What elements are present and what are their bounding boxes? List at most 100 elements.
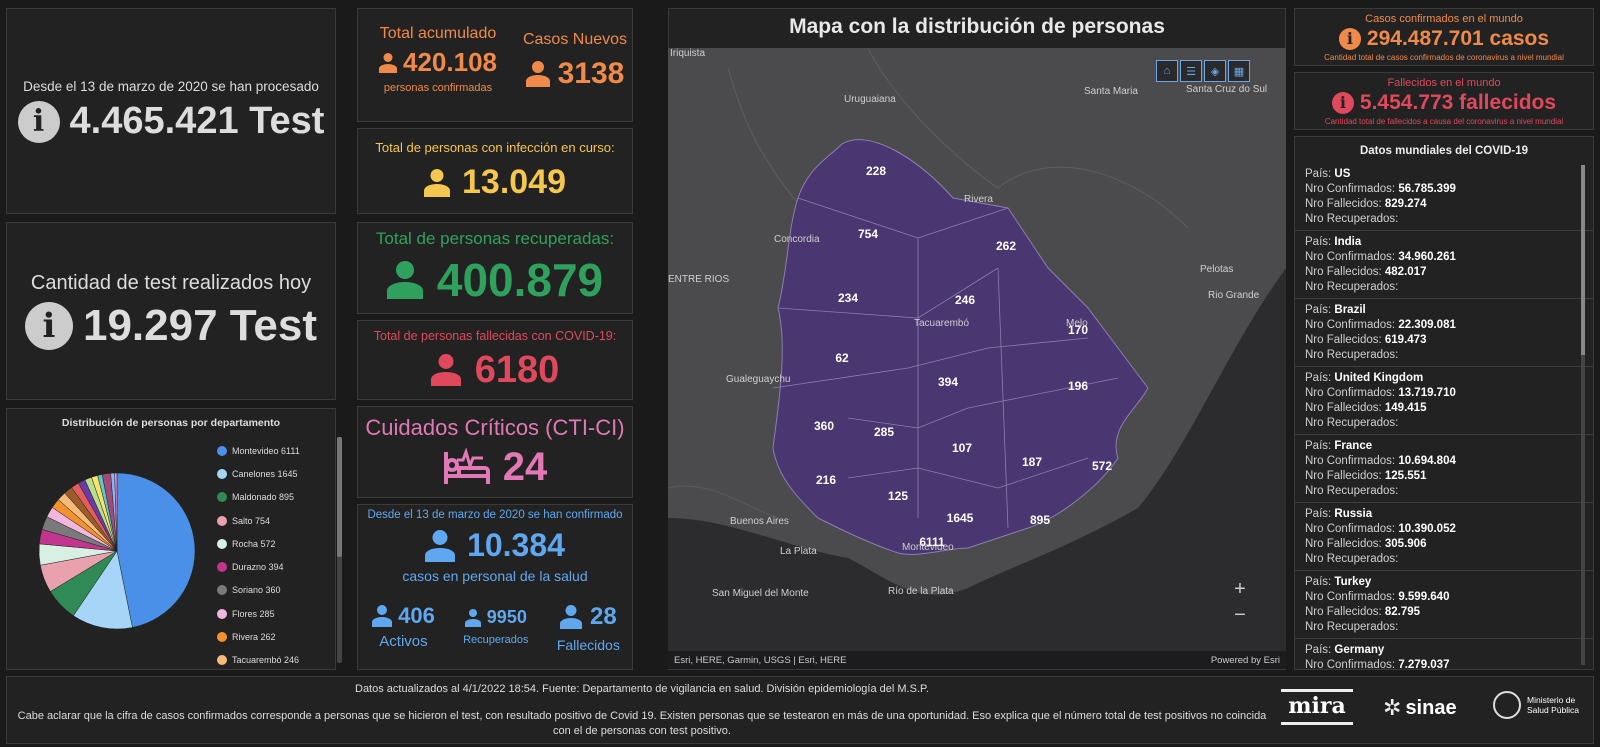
department-count-label[interactable]: 228 <box>865 164 887 178</box>
active-value: 13.049 <box>462 163 566 201</box>
legend-item[interactable]: Tacuarembó 246 <box>217 649 322 672</box>
legend-item[interactable]: Rivera 262 <box>217 625 322 648</box>
info-icon: i <box>17 100 60 143</box>
world-list-panel: Datos mundiales del COVID-19 País: US Nro… <box>1294 136 1594 670</box>
department-count-label[interactable]: 572 <box>1091 459 1113 473</box>
map-place-label: Uruguaiana <box>844 94 896 105</box>
pie-slice-montevideo[interactable] <box>116 472 196 628</box>
world-list-scrollbar[interactable] <box>1581 165 1585 665</box>
legend-swatch <box>217 632 227 643</box>
legend-button[interactable]: ☰ <box>1180 60 1202 82</box>
country-list-item[interactable]: País: Turkey Nro Confirmados: 9.599.640 Nr… <box>1295 571 1593 639</box>
department-count-label[interactable]: 187 <box>1021 455 1043 469</box>
country-list-item[interactable]: País: India Nro Confirmados: 34.960.261 Nr… <box>1295 231 1593 299</box>
legend-item[interactable]: Maldonado 895 <box>217 486 322 509</box>
department-count-label[interactable]: 262 <box>995 239 1017 253</box>
sinae-logo: ✲ sinae <box>1383 695 1457 720</box>
country-list-item[interactable]: País: United Kingdom Nro Confirmados: 13.… <box>1295 367 1593 435</box>
legend-item[interactable]: Montevideo 6111 <box>217 439 322 462</box>
cti-title: Cuidados Críticos (CTI-CI) <box>365 414 625 440</box>
department-count-label[interactable]: 895 <box>1029 513 1051 527</box>
pie-title: Distribución de personas por departament… <box>61 417 281 429</box>
uruguay-shape <box>772 139 1149 555</box>
department-count-label[interactable]: 62 <box>835 351 849 365</box>
department-count-label[interactable]: 394 <box>937 375 959 389</box>
map-view[interactable]: Uruguaiana Santa Maria Santa Cruz do Sul Co… <box>668 48 1286 669</box>
pie-slice-canelones[interactable] <box>73 550 133 630</box>
department-count-label[interactable]: 234 <box>837 291 859 305</box>
zoom-in-button[interactable]: + <box>1234 578 1246 600</box>
health-sub: casos en personal de la salud <box>402 568 588 584</box>
department-count-label[interactable]: 246 <box>954 293 976 307</box>
country-list-item[interactable]: País: Russia Nro Confirmados: 10.390.052 N… <box>1295 503 1593 571</box>
legend-item[interactable]: Salto 754 <box>217 509 322 532</box>
legend-item[interactable]: Durazno 394 <box>217 555 322 578</box>
cti-value: 24 <box>502 444 548 489</box>
sinae-icon: ✲ <box>1383 695 1402 720</box>
pie-slice-treinta-y-tres[interactable] <box>114 472 118 552</box>
legend-scrollbar[interactable] <box>337 437 342 663</box>
total-accum-sub: personas confirmadas <box>383 82 493 94</box>
powered-by-esri[interactable]: Powered by Esri <box>1210 654 1280 666</box>
world-deaths-value: 5.454.773 fallecidos <box>1359 90 1557 114</box>
deaths-panel: Total de personas fallecidas con COVID-1… <box>357 320 633 400</box>
map-attribution: Esri, HERE, Garmin, USGS | Esri, HERE <box>674 654 847 666</box>
department-count-label[interactable]: 216 <box>815 473 837 487</box>
legend-label: Tacuarembó 246 <box>232 655 300 666</box>
world-cases-value: 294.487.701 casos <box>1366 26 1550 50</box>
health-fallecidos-label: Fallecidos <box>556 637 620 653</box>
map-place-label: Santa Cruz do Sul <box>1186 84 1268 95</box>
person-icon <box>559 605 582 629</box>
department-count-label[interactable]: 360 <box>813 419 835 433</box>
footer-line1: Datos actualizados al 4/1/2022 18:54. Fu… <box>355 683 929 695</box>
legend-label: Durazno 394 <box>232 562 284 573</box>
legend-swatch <box>217 468 227 479</box>
person-icon <box>464 608 481 627</box>
department-count-label[interactable]: 1645 <box>946 511 974 525</box>
map-place-label: Gualeguaychu <box>726 374 791 385</box>
legend-label: Soriano 360 <box>232 585 281 596</box>
legend-item[interactable]: Soriano 360 <box>217 579 322 602</box>
legend-item[interactable]: Rocha 572 <box>217 532 322 555</box>
country-list-item[interactable]: País: US Nro Confirmados: 56.785.399 Nro F… <box>1295 163 1593 231</box>
department-count-label[interactable]: 170 <box>1067 323 1089 337</box>
legend-item[interactable]: Canelones 1645 <box>217 462 322 485</box>
legend-label: Maldonado 895 <box>232 492 295 503</box>
layers-button[interactable]: ◈ <box>1204 60 1226 82</box>
map-place-label: Tacuarembó <box>914 318 970 329</box>
health-workers-panel: Desde el 13 de marzo de 2020 se han conf… <box>357 504 633 670</box>
legend-swatch <box>217 655 227 666</box>
department-count-label[interactable]: 107 <box>951 441 973 455</box>
map-place-label: Concordia <box>774 234 820 245</box>
country-list-item[interactable]: País: Brazil Nro Confirmados: 22.309.081 N… <box>1295 299 1593 367</box>
health-value: 10.384 <box>467 527 565 563</box>
map-place-label: La Plata <box>780 546 817 557</box>
department-count-label[interactable]: 285 <box>873 425 895 439</box>
health-recuperados-label: Recuperados <box>463 634 529 646</box>
basemap-button[interactable]: ▦ <box>1228 60 1250 82</box>
mira-logo: mira <box>1281 689 1353 725</box>
world-list[interactable]: País: US Nro Confirmados: 56.785.399 Nro F… <box>1295 163 1593 669</box>
map-place-label: Iriquista <box>670 48 706 59</box>
zoom-out-button[interactable]: − <box>1234 604 1246 626</box>
department-count-label[interactable]: 196 <box>1067 379 1089 393</box>
tests-today-panel: Cantidad de test realizados hoy i 19.297… <box>6 222 336 400</box>
recovered-value: 400.879 <box>436 254 604 306</box>
health-recuperados-value: 9950 <box>486 607 527 627</box>
home-button[interactable]: ⌂ <box>1156 60 1178 82</box>
department-count-label[interactable]: 754 <box>857 227 879 241</box>
country-list-item[interactable]: País: France Nro Confirmados: 10.694.804 N… <box>1295 435 1593 503</box>
legend-label: Rocha 572 <box>232 538 276 549</box>
legend-label: Rivera 262 <box>232 632 276 643</box>
pie-chart <box>38 472 196 630</box>
footer: Datos actualizados al 4/1/2022 18:54. Fu… <box>6 676 1594 744</box>
department-count-label[interactable]: 125 <box>887 489 909 503</box>
tests-total-panel: Desde el 13 de marzo de 2020 se han proc… <box>6 8 336 214</box>
legend-swatch <box>217 538 227 549</box>
map-place-label: Rivera <box>964 194 993 205</box>
department-count-label[interactable]: 6111 <box>919 535 945 549</box>
map-place-label: Rio Grande <box>1208 290 1260 301</box>
tests-total-value: 4.465.421 Test <box>69 100 325 142</box>
legend-item[interactable]: Flores 285 <box>217 602 322 625</box>
